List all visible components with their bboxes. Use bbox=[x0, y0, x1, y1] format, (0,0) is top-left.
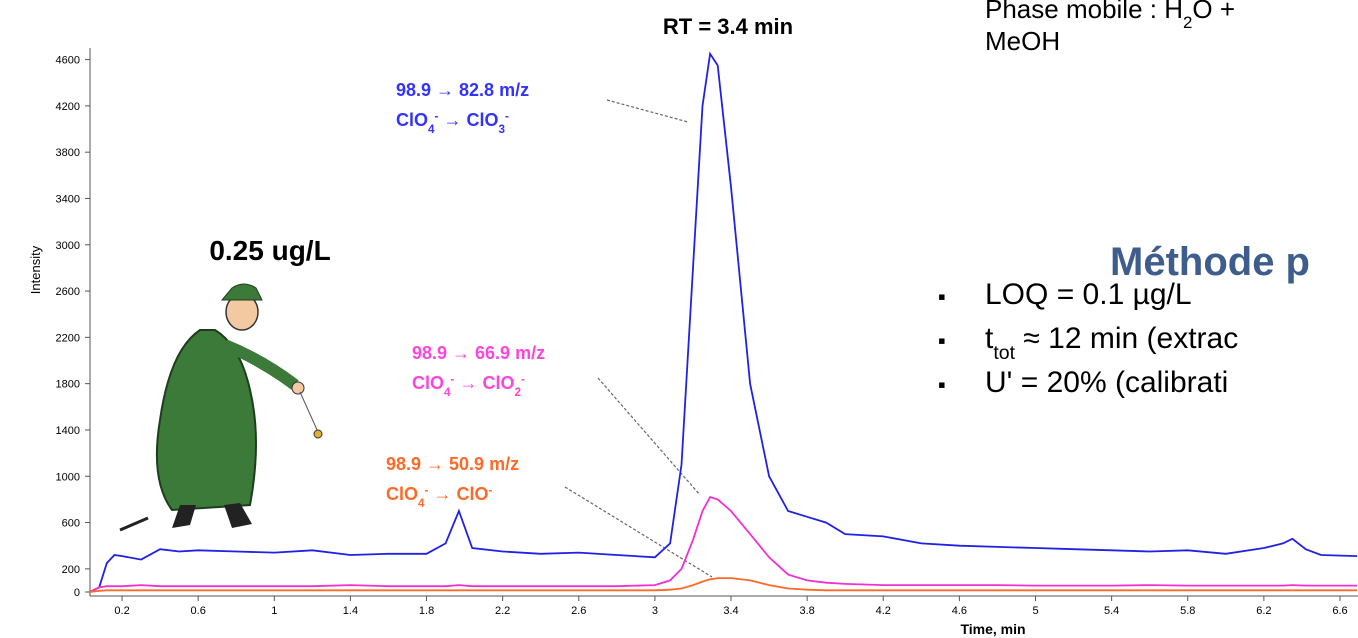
chart-title: RT = 3.4 min bbox=[663, 14, 793, 39]
x-tick-label: 3.8 bbox=[799, 605, 814, 617]
method-heading: Méthode p bbox=[1110, 240, 1310, 284]
leader-line bbox=[564, 486, 713, 578]
x-tick-label: 0.2 bbox=[114, 605, 129, 617]
y-tick-label: 1000 bbox=[56, 471, 80, 483]
y-tick-label: 2600 bbox=[56, 286, 80, 298]
y-tick-label: 2200 bbox=[56, 332, 80, 344]
text-segment: → ClO bbox=[438, 110, 498, 130]
y-tick-label: 4200 bbox=[56, 101, 80, 113]
y-axis-title: Intensity bbox=[28, 245, 43, 294]
text-segment: ≈ 12 min (extrac bbox=[1015, 322, 1238, 355]
bullet: ▪ bbox=[938, 284, 946, 309]
series-label: 98.9 → 50.9 m/z bbox=[386, 454, 519, 474]
x-tick-label: 1 bbox=[271, 605, 277, 617]
ion-label: ClO4- → ClO- bbox=[386, 484, 492, 510]
text-segment: 4 bbox=[444, 386, 451, 399]
x-tick-label: 4.2 bbox=[876, 605, 891, 617]
series-line bbox=[90, 51, 1358, 593]
text-segment: tot bbox=[993, 342, 1015, 364]
x-tick-label: 1.4 bbox=[343, 605, 358, 617]
x-tick-label: 0.6 bbox=[191, 605, 206, 617]
bullet: ▪ bbox=[938, 372, 946, 397]
bullet-text: U' = 20% (calibrati bbox=[985, 366, 1228, 399]
text-segment: O + bbox=[1192, 0, 1235, 24]
x-tick-label: 1.8 bbox=[419, 605, 434, 617]
y-tick-label: 3000 bbox=[56, 240, 80, 252]
ion-label: ClO4- → ClO2- bbox=[412, 373, 525, 399]
x-tick-label: 6.2 bbox=[1256, 605, 1271, 617]
x-tick-label: 5.8 bbox=[1180, 605, 1195, 617]
x-axis-title: Time, min bbox=[960, 621, 1025, 637]
bullet: ▪ bbox=[938, 328, 946, 353]
text-segment: Phase mobile : H bbox=[985, 0, 1183, 24]
text-segment: → ClO bbox=[428, 484, 488, 504]
x-tick-label: 2.2 bbox=[495, 605, 510, 617]
text-segment: - bbox=[435, 110, 439, 123]
series-line bbox=[90, 496, 1358, 593]
bullet-text: LOQ = 0.1 µg/L bbox=[985, 278, 1192, 311]
mobile-phase-2: MeOH bbox=[985, 26, 1060, 56]
y-tick-label: 1800 bbox=[56, 379, 80, 391]
ion-label: ClO4- → ClO3- bbox=[396, 110, 509, 136]
x-tick-label: 5 bbox=[1032, 605, 1038, 617]
text-segment: U' = 20% (calibrati bbox=[985, 366, 1228, 399]
text-segment: 2 bbox=[514, 386, 521, 399]
y-tick-label: 3400 bbox=[56, 193, 80, 205]
text-segment: - bbox=[488, 484, 492, 497]
text-segment: LOQ = 0.1 µg/L bbox=[985, 278, 1192, 311]
concentration-label: 0.25 ug/L bbox=[209, 235, 330, 266]
series-label: 98.9 → 66.9 m/z bbox=[412, 343, 545, 363]
mobile-phase: Phase mobile : H2O + bbox=[985, 0, 1235, 32]
text-segment: ClO bbox=[396, 110, 428, 130]
y-tick-label: 0 bbox=[74, 587, 80, 599]
text-segment: - bbox=[521, 373, 525, 386]
y-tick-label: 4600 bbox=[56, 55, 80, 67]
text-segment: t bbox=[985, 322, 994, 355]
x-tick-label: 3 bbox=[652, 605, 658, 617]
text-segment: 4 bbox=[418, 497, 425, 510]
text-segment: 3 bbox=[498, 123, 505, 136]
x-tick-label: 2.6 bbox=[571, 605, 586, 617]
y-tick-label: 3800 bbox=[56, 147, 80, 159]
text-segment: ClO bbox=[386, 484, 418, 504]
series-label: 98.9 → 82.8 m/z bbox=[396, 80, 529, 100]
text-segment: - bbox=[425, 484, 429, 497]
bullet-text: ttot ≈ 12 min (extrac bbox=[985, 322, 1238, 364]
text-segment: ClO bbox=[412, 373, 444, 393]
character-illustration bbox=[119, 283, 323, 532]
y-tick-label: 600 bbox=[62, 518, 80, 530]
text-segment: 2 bbox=[1183, 13, 1192, 32]
text-segment: - bbox=[505, 110, 509, 123]
y-tick-label: 200 bbox=[62, 564, 80, 576]
series-line bbox=[90, 577, 1358, 593]
text-segment: - bbox=[451, 373, 455, 386]
x-tick-label: 6.6 bbox=[1332, 605, 1347, 617]
y-tick-label: 1400 bbox=[56, 425, 80, 437]
leader-line bbox=[597, 377, 701, 496]
leader-line bbox=[606, 99, 689, 123]
x-tick-label: 4.6 bbox=[952, 605, 967, 617]
x-tick-label: 3.4 bbox=[723, 605, 738, 617]
text-segment: → ClO bbox=[454, 373, 514, 393]
x-tick-label: 5.4 bbox=[1104, 605, 1119, 617]
text-segment: 4 bbox=[428, 123, 435, 136]
